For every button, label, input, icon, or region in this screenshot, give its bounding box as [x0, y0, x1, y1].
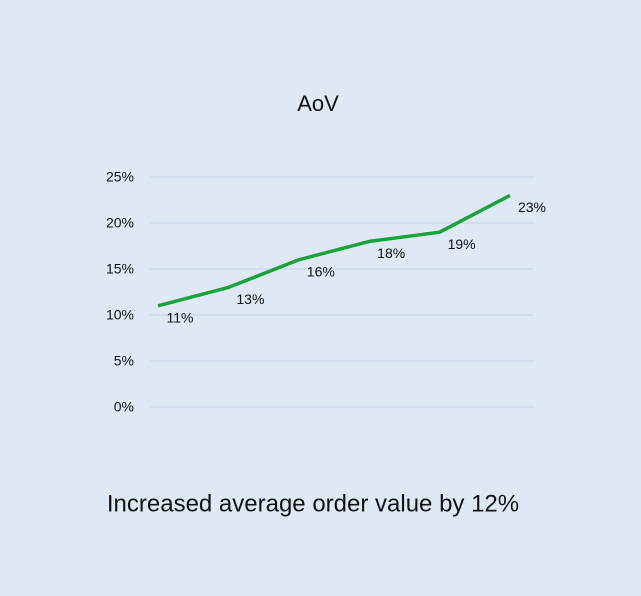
y-tick-label: 0%	[114, 399, 134, 415]
data-label: 11%	[167, 310, 194, 326]
y-tick-label: 20%	[106, 215, 134, 231]
data-label: 13%	[236, 291, 264, 307]
data-label: 19%	[448, 236, 476, 252]
data-label: 18%	[377, 245, 405, 261]
y-tick-label: 5%	[114, 353, 134, 369]
y-tick-label: 25%	[106, 169, 134, 185]
data-label: 16%	[307, 264, 335, 280]
y-tick-label: 15%	[106, 261, 134, 277]
y-tick-label: 10%	[106, 307, 134, 323]
caption: Increased average order value by 12%	[107, 490, 519, 517]
chart-title: AoV	[297, 91, 339, 116]
data-line	[157, 193, 511, 308]
data-label: 23%	[518, 199, 546, 215]
